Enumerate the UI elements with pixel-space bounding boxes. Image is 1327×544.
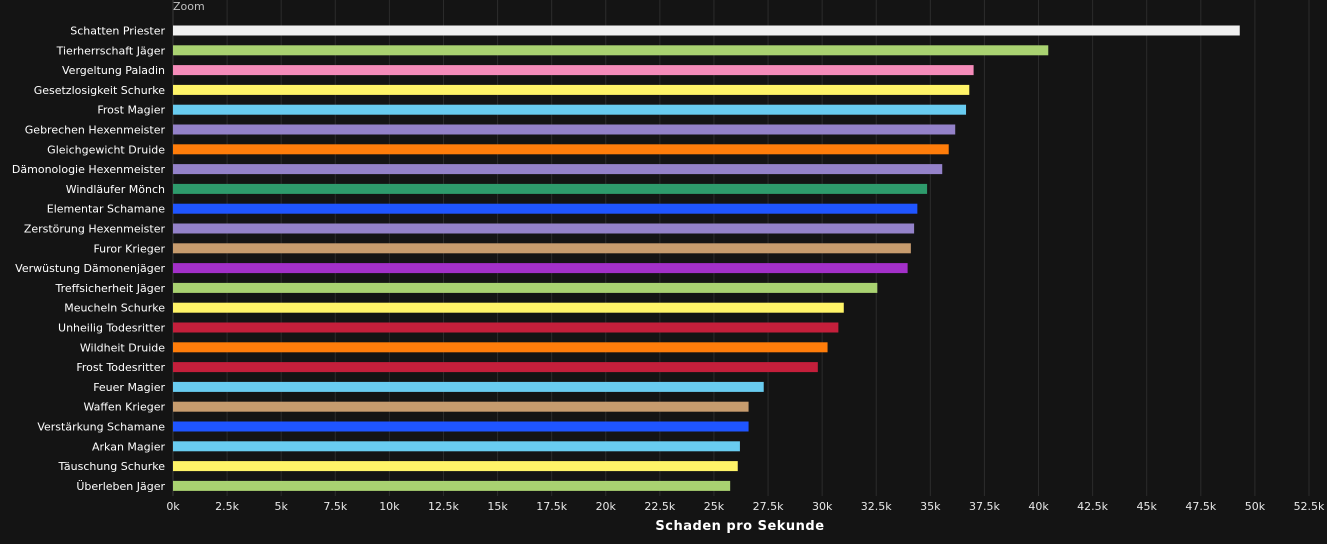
category-label: Vergeltung Paladin <box>62 64 165 77</box>
x-tick-label: 22.5k <box>644 500 675 513</box>
bar[interactable] <box>173 263 908 274</box>
bar[interactable] <box>173 45 1049 56</box>
category-label: Täuschung Schurke <box>57 460 165 473</box>
category-label: Gleichgewicht Druide <box>47 143 165 156</box>
category-label: Gebrechen Hexenmeister <box>25 124 166 137</box>
category-label: Verwüstung Dämonenjäger <box>15 262 165 275</box>
x-tick-label: 10k <box>379 500 400 513</box>
category-labels: Schatten Priester Tierherrschaft Jäger Ver… <box>12 25 166 493</box>
category-label: Treffsicherheit Jäger <box>55 282 166 295</box>
x-tick-label: 0k <box>166 500 180 513</box>
bar[interactable] <box>173 282 878 293</box>
category-label: Furor Krieger <box>93 242 165 255</box>
bar[interactable] <box>173 401 749 412</box>
category-label: Meucheln Schurke <box>64 302 165 315</box>
category-label: Windläufer Mönch <box>66 183 165 196</box>
category-label: Schatten Priester <box>70 25 165 38</box>
category-label: Überleben Jäger <box>76 480 165 493</box>
x-tick-label: 32.5k <box>861 500 892 513</box>
bar[interactable] <box>173 65 974 76</box>
bar[interactable] <box>173 124 956 135</box>
bar[interactable] <box>173 421 749 432</box>
bar[interactable] <box>173 144 949 155</box>
x-tick-label: 25k <box>704 500 725 513</box>
category-label: Frost Todesritter <box>76 361 165 374</box>
x-tick-label: 47.5k <box>1185 500 1216 513</box>
bar[interactable] <box>173 302 844 313</box>
bar[interactable] <box>173 164 943 175</box>
x-tick-label: 12.5k <box>428 500 459 513</box>
bar[interactable] <box>173 203 918 214</box>
bar[interactable] <box>173 342 828 353</box>
x-tick-label: 35k <box>920 500 941 513</box>
bar[interactable] <box>173 381 764 392</box>
x-tick-label: 30k <box>812 500 833 513</box>
bar[interactable] <box>173 84 970 95</box>
bar[interactable] <box>173 243 911 254</box>
category-label: Tierherrschaft Jäger <box>56 44 166 57</box>
zoom-label[interactable]: Zoom <box>173 0 205 13</box>
x-axis-ticks: 0k 2.5k 5k 7.5k 10k 12.5k 15k 17.5k 20k 22.5k 25k 2… <box>166 500 1325 513</box>
x-tick-label: 50k <box>1245 500 1266 513</box>
x-tick-label: 20k <box>596 500 617 513</box>
category-label: Elementar Schamane <box>47 203 165 216</box>
category-label: Dämonologie Hexenmeister <box>12 163 166 176</box>
category-label: Wildheit Druide <box>80 341 165 354</box>
bar[interactable] <box>173 183 928 194</box>
x-tick-label: 5k <box>275 500 289 513</box>
x-tick-label: 2.5k <box>215 500 239 513</box>
x-tick-label: 37.5k <box>969 500 1000 513</box>
category-label: Arkan Magier <box>92 440 165 453</box>
category-label: Waffen Krieger <box>83 401 165 414</box>
bar[interactable] <box>173 441 740 452</box>
bar[interactable] <box>173 461 738 472</box>
category-label: Frost Magier <box>97 104 165 117</box>
x-tick-label: 7.5k <box>323 500 347 513</box>
category-label: Gesetzlosigkeit Schurke <box>34 84 166 97</box>
x-tick-label: 45k <box>1137 500 1158 513</box>
bar[interactable] <box>173 322 839 333</box>
bar[interactable] <box>173 480 731 491</box>
x-axis-title: Schaden pro Sekunde <box>655 519 824 534</box>
x-tick-label: 42.5k <box>1077 500 1108 513</box>
x-tick-label: 17.5k <box>536 500 567 513</box>
category-label: Unheilig Todesritter <box>58 322 165 335</box>
x-tick-label: 15k <box>487 500 508 513</box>
category-label: Zerstörung Hexenmeister <box>24 223 166 236</box>
category-label: Feuer Magier <box>93 381 165 394</box>
bar[interactable] <box>173 25 1240 36</box>
category-label: Verstärkung Schamane <box>37 421 165 434</box>
x-tick-label: 27.5k <box>753 500 784 513</box>
bars <box>173 25 1240 491</box>
x-tick-label: 40k <box>1028 500 1049 513</box>
bar[interactable] <box>173 362 818 373</box>
bar[interactable] <box>173 104 967 115</box>
bar[interactable] <box>173 223 915 234</box>
x-tick-label: 52.5k <box>1294 500 1325 513</box>
